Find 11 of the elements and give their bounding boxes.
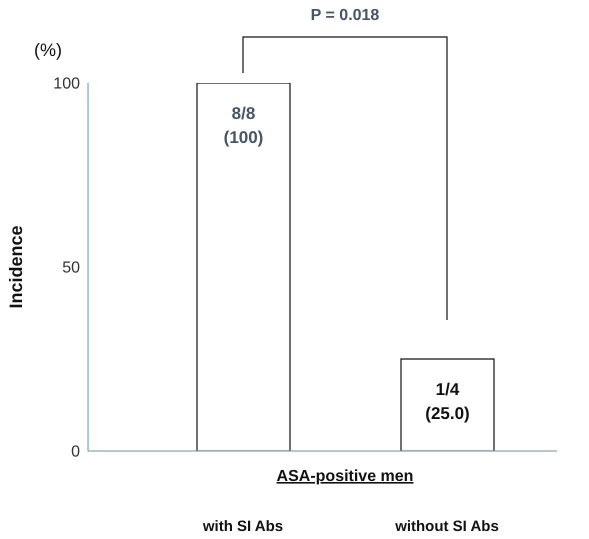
y-tick-label: 100 — [53, 76, 80, 93]
y-axis-title: Incidence — [6, 225, 26, 309]
data-label: 1/4 (25.0) — [425, 380, 470, 423]
x-tick-label: without SI Abs — [394, 518, 499, 535]
text: (%) — [34, 40, 62, 60]
text: P = 0.018 — [310, 7, 380, 24]
x-tick-label: with SI Abs — [202, 518, 284, 535]
data-label: 8/8 (100) — [224, 104, 264, 147]
y-tick-label: 50 — [62, 260, 80, 277]
y-tick-label: 0 — [71, 444, 80, 461]
x-axis-title: ASA-positive men — [276, 468, 414, 485]
